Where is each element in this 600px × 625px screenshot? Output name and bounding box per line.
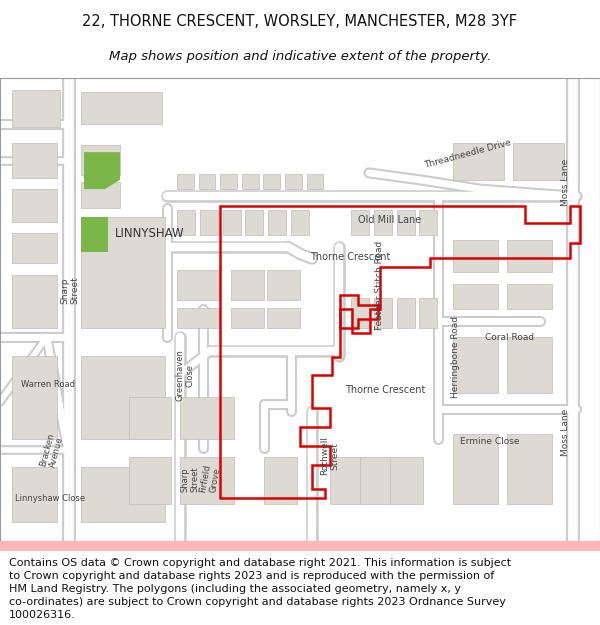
Bar	[507, 337, 552, 392]
Bar	[397, 298, 415, 328]
Bar	[264, 458, 297, 504]
Bar	[81, 182, 120, 208]
Bar	[177, 210, 195, 236]
Bar	[507, 284, 552, 309]
Bar	[129, 458, 171, 504]
Bar	[374, 210, 392, 236]
Bar	[263, 174, 280, 189]
Text: Thorne Crescent: Thorne Crescent	[310, 253, 390, 262]
Text: Threadneedle Drive: Threadneedle Drive	[424, 138, 512, 169]
Bar	[330, 458, 363, 504]
Bar	[267, 270, 300, 300]
Bar	[453, 284, 498, 309]
Text: Old Mill Lane: Old Mill Lane	[358, 215, 422, 225]
Bar	[242, 174, 259, 189]
Text: Moss Lane: Moss Lane	[560, 158, 569, 206]
Bar	[12, 143, 57, 177]
Bar	[453, 240, 498, 272]
Bar	[180, 458, 234, 504]
Text: Firfield
Grove: Firfield Grove	[198, 464, 222, 495]
Text: LINNYSHAW: LINNYSHAW	[115, 228, 185, 241]
Bar	[231, 270, 264, 300]
Text: Moss Lane: Moss Lane	[560, 409, 569, 456]
Bar	[419, 298, 437, 328]
Bar	[220, 174, 237, 189]
Bar	[351, 210, 369, 236]
Bar	[291, 210, 309, 236]
Bar	[419, 210, 437, 236]
Bar	[81, 356, 165, 439]
Bar	[81, 217, 165, 328]
Bar	[245, 210, 263, 236]
Bar	[12, 275, 57, 328]
Bar	[374, 298, 392, 328]
Text: Bracken
Avenue: Bracken Avenue	[38, 432, 66, 470]
Bar	[351, 298, 369, 328]
Bar	[285, 174, 302, 189]
Text: Warren Road: Warren Road	[21, 381, 75, 389]
Text: Greenhaven
Close: Greenhaven Close	[175, 349, 194, 401]
Polygon shape	[81, 217, 108, 251]
Text: Map shows position and indicative extent of the property.: Map shows position and indicative extent…	[109, 50, 491, 62]
Text: Feather Stitch Road: Feather Stitch Road	[376, 241, 385, 331]
Bar	[12, 89, 60, 127]
Bar	[0, 541, 600, 551]
Bar	[12, 356, 57, 439]
Bar	[12, 233, 57, 263]
Bar	[81, 467, 165, 522]
Bar	[177, 309, 219, 328]
Text: Ermine Close: Ermine Close	[460, 437, 520, 446]
Bar	[453, 143, 504, 180]
Text: Contains OS data © Crown copyright and database right 2021. This information is : Contains OS data © Crown copyright and d…	[9, 558, 511, 620]
Bar	[513, 143, 564, 180]
Bar	[397, 210, 415, 236]
Bar	[268, 210, 286, 236]
Bar	[453, 337, 498, 392]
Text: Thorne Crescent: Thorne Crescent	[345, 384, 425, 394]
Bar	[81, 92, 162, 124]
Bar	[307, 174, 323, 189]
Bar	[199, 174, 215, 189]
Bar	[180, 398, 234, 439]
Text: Linnyshaw Close: Linnyshaw Close	[15, 494, 85, 502]
Bar	[177, 270, 219, 300]
Text: Rothwell
Street: Rothwell Street	[320, 436, 340, 475]
Text: Sharp
Street: Sharp Street	[181, 466, 200, 492]
Bar	[507, 240, 552, 272]
Bar	[200, 210, 218, 236]
Text: Coral Road: Coral Road	[485, 333, 535, 342]
Bar	[453, 434, 498, 504]
Bar	[81, 145, 120, 175]
Bar	[267, 309, 300, 328]
Polygon shape	[84, 152, 120, 189]
Bar	[12, 189, 57, 221]
Bar	[177, 174, 194, 189]
Bar	[360, 458, 393, 504]
Bar	[390, 458, 423, 504]
Text: Herringbone Road: Herringbone Road	[451, 316, 460, 398]
Bar	[231, 309, 264, 328]
Bar	[223, 210, 241, 236]
Text: Sharp
Street: Sharp Street	[60, 277, 80, 304]
Text: 22, THORNE CRESCENT, WORSLEY, MANCHESTER, M28 3YF: 22, THORNE CRESCENT, WORSLEY, MANCHESTER…	[83, 14, 517, 29]
Bar	[507, 434, 552, 504]
Bar	[12, 467, 57, 522]
Bar	[129, 398, 171, 439]
